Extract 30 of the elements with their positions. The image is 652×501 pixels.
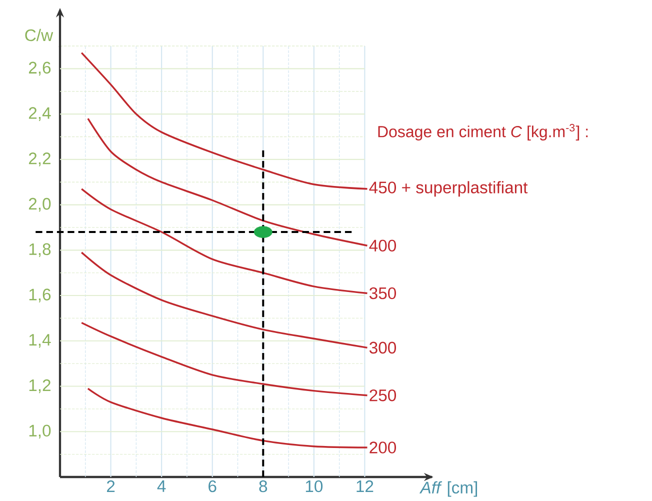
x-tick-label: 6 bbox=[208, 480, 216, 492]
series-label: 350 bbox=[369, 287, 396, 300]
series-label: 450 + superplastifiant bbox=[369, 181, 528, 197]
y-tick-label: 2,0 bbox=[28, 198, 51, 212]
y-tick-label: 1,4 bbox=[29, 334, 51, 348]
line-series bbox=[87, 388, 368, 448]
y-tick-label: 2,2 bbox=[28, 152, 50, 166]
x-tick-label: 4 bbox=[157, 480, 166, 492]
line-series bbox=[87, 118, 368, 246]
line-series bbox=[80, 188, 368, 294]
y-tick-label: 1,8 bbox=[29, 243, 51, 258]
x-tick-label: 10 bbox=[306, 480, 323, 492]
x-tick-label: 12 bbox=[356, 480, 374, 492]
y-tick-label: 2,6 bbox=[28, 62, 51, 76]
series-label: 250 bbox=[370, 389, 396, 402]
y-tick-label: 1,2 bbox=[29, 379, 50, 394]
y-tick-label: 1,6 bbox=[29, 288, 51, 302]
series-label: 300 bbox=[369, 342, 396, 354]
x-tick-label: 2 bbox=[106, 480, 115, 492]
line-series bbox=[80, 252, 368, 349]
x-tick-label: 8 bbox=[259, 480, 268, 492]
y-tick-label: 2,4 bbox=[28, 107, 51, 121]
line-series bbox=[80, 322, 368, 396]
line-series bbox=[80, 52, 368, 190]
legend-title: Dosage en ciment C [kg.m$^{-3}$] : bbox=[378, 124, 588, 140]
y-tick-label: 1,0 bbox=[29, 424, 51, 439]
x-axis-title: Aff [cm] bbox=[419, 481, 478, 497]
series-label: 400 bbox=[369, 240, 396, 252]
series-label: 200 bbox=[370, 442, 396, 454]
y-axis-title: C/w bbox=[25, 28, 54, 42]
